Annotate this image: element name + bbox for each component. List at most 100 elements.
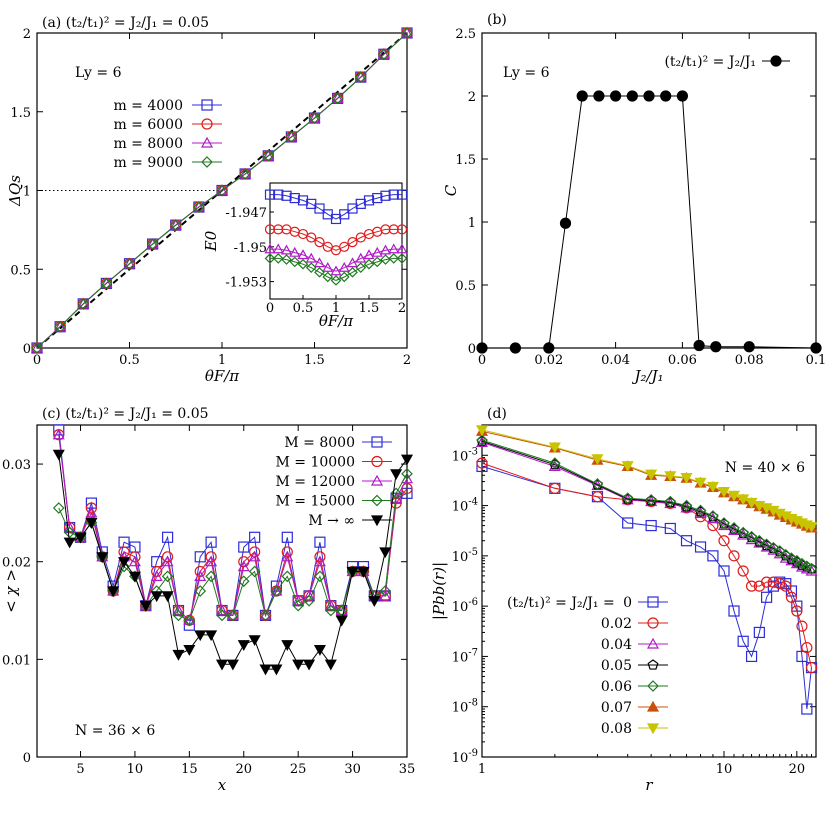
- annotation: N = 40 × 6: [725, 460, 805, 476]
- inset-series-2-point: [313, 257, 326, 268]
- series-d-6-point: [717, 486, 731, 498]
- series-d-1: [476, 457, 818, 674]
- inset-y-axis-label: E0: [202, 230, 220, 252]
- series-d-1-point: [761, 576, 773, 588]
- x-axis-label: x: [218, 776, 227, 794]
- legend-label: M = 15000: [275, 494, 355, 510]
- inset-series-1-point: [388, 224, 399, 235]
- series-d-6-point: [706, 481, 719, 493]
- inset-series-0-point: [355, 198, 366, 209]
- series-a-2-point: [192, 200, 205, 212]
- series-a-2-point: [54, 320, 67, 332]
- x-tick-label: 10: [716, 762, 733, 777]
- series-c-4-point: [368, 596, 381, 608]
- series-a-2-point: [77, 297, 90, 309]
- series-a-2-point: [30, 341, 44, 353]
- legend-marker: [647, 659, 659, 670]
- series-d-4-point: [728, 522, 740, 534]
- annotation: Ly = 6: [503, 65, 550, 81]
- y-tick-label: 10-5: [452, 547, 478, 565]
- series-b-0-point: [626, 90, 638, 102]
- inset-series-0-point: [273, 189, 284, 200]
- series-b-0-point: [559, 217, 572, 229]
- x-tick-label: 0.04: [601, 353, 630, 368]
- series-d-6: [475, 425, 818, 533]
- series-d-0-point: [476, 460, 488, 473]
- series-b-0-point: [509, 342, 522, 354]
- inset-series-0-point: [289, 192, 300, 204]
- series-a-2-point: [169, 218, 182, 230]
- x-axis-label: θF/π: [205, 367, 240, 385]
- series-a-3-point: [146, 238, 159, 250]
- series-d-6-point: [591, 454, 604, 466]
- series-c-2-point: [52, 428, 65, 440]
- y-tick-label: 10-6: [452, 597, 478, 615]
- series-c-3-point: [63, 526, 76, 539]
- inset-series-1-point: [330, 245, 342, 256]
- series-d-0-point: [796, 650, 808, 663]
- inset-series-3-point: [305, 262, 317, 274]
- series-d-4-point: [773, 545, 786, 557]
- panel-d: 1 10 20 10-9 10-8 10-7 10-6 10-5 10-4 10-3 (d) r |Pb…: [430, 406, 818, 794]
- series-c-0-point: [281, 531, 293, 543]
- y-axis-label: C: [442, 184, 460, 196]
- series-d-4-point: [718, 517, 730, 529]
- legend-label: m = 6000: [113, 117, 183, 133]
- y-tick-label: 0: [468, 342, 476, 357]
- series-a-3-point: [308, 112, 321, 124]
- y-axis-label: |Pbb(r)|: [430, 562, 448, 620]
- inset-series-2-point: [338, 261, 350, 272]
- inset-y-tick-label: -1.95: [234, 241, 267, 256]
- series-a-3: [31, 27, 413, 354]
- series-a-2-point: [123, 257, 136, 269]
- series-a-3-point: [378, 48, 390, 61]
- series-c-4-point: [150, 591, 163, 603]
- series-d-4-point: [737, 526, 750, 539]
- x-axis-label: J₂/J₁: [631, 367, 663, 385]
- legend-label: 0.04: [601, 637, 632, 653]
- legend-label: m = 9000: [113, 155, 183, 171]
- legend-label: 0.06: [601, 679, 632, 695]
- y-tick-label: 0: [23, 342, 31, 357]
- x-axis-label: r: [645, 776, 653, 794]
- legend-marker: [370, 474, 384, 486]
- series-c-2-point: [259, 609, 272, 621]
- inset-x-tick-label: 1.5: [359, 301, 380, 316]
- inset-x-tick-label: 0.5: [293, 301, 314, 316]
- series-d-1-point: [476, 457, 488, 469]
- x-tick-label: 2: [403, 353, 411, 368]
- inset-series-2-point: [297, 249, 309, 260]
- inset-series-1-point: [380, 224, 391, 235]
- series-d-0-point: [753, 626, 765, 639]
- series-a-2-point: [239, 167, 252, 179]
- series-c-4-point: [85, 518, 98, 529]
- y-tick-label: 0.5: [10, 263, 31, 278]
- inset-series-2-point: [272, 243, 284, 254]
- inset-series-0-point: [380, 190, 391, 201]
- inset-series-2-point: [379, 244, 392, 255]
- series-a-3-point: [216, 184, 228, 197]
- inset-series-2-point: [396, 243, 408, 254]
- series-b-0-point: [576, 90, 588, 102]
- series-a-3-point: [239, 168, 251, 180]
- series-a-2-point: [215, 184, 229, 196]
- inset-series-2-point: [330, 265, 342, 276]
- inset-series-0-point: [314, 203, 325, 214]
- legend-marker: [647, 617, 659, 629]
- series-d-1-point: [591, 491, 604, 503]
- series-c-4-point: [63, 537, 76, 549]
- series-d-4-point: [694, 504, 707, 517]
- inset-x-tick-label: 1: [332, 301, 340, 316]
- series-d-1-point: [549, 482, 561, 494]
- inset-series-3-point: [371, 256, 383, 268]
- series-d-6-point: [737, 494, 750, 506]
- series-d-4-point: [760, 538, 773, 551]
- series-b-0: [476, 90, 822, 354]
- series-c-4-point: [52, 449, 65, 461]
- legend-marker: [371, 436, 383, 448]
- x-tick-label: 35: [399, 762, 416, 777]
- series-a-3-line: [36, 32, 408, 349]
- series-c-2-point: [390, 491, 403, 503]
- series-a-2-point: [377, 48, 390, 59]
- series-d-4-point: [591, 478, 604, 490]
